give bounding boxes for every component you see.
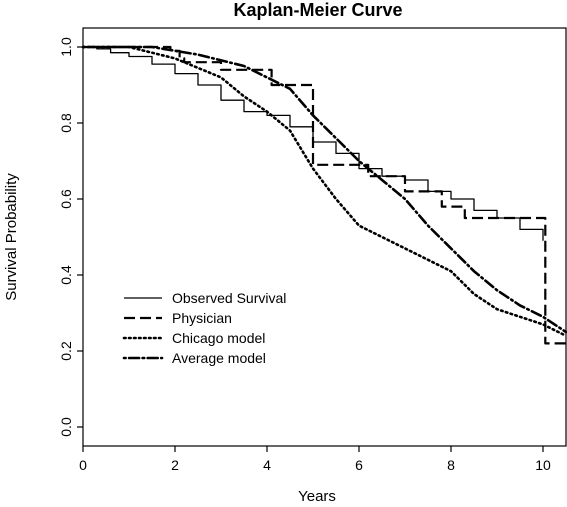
series-line-dashdot: [81, 45, 567, 334]
x-tick-label: 6: [355, 457, 363, 473]
legend-label: Chicago model: [172, 330, 265, 346]
chart-title: Kaplan-Meier Curve: [233, 0, 402, 20]
y-tick-label: 0.4: [58, 265, 74, 285]
x-axis: 0 2 4 6 8 10: [79, 446, 551, 473]
legend-label: Physician: [172, 310, 232, 326]
legend-label: Observed Survival: [172, 290, 286, 306]
y-tick-label: 0.8: [58, 113, 74, 133]
y-axis-label: Survival Probability: [3, 173, 20, 301]
x-axis-label: Years: [298, 488, 336, 505]
x-tick-label: 10: [535, 457, 551, 473]
y-tick-label: 0.0: [58, 417, 74, 437]
y-axis: 0.0 0.2 0.4 0.6 0.8 1.0: [58, 37, 83, 437]
series-layer: [81, 45, 567, 345]
y-tick-label: 1.0: [58, 37, 74, 57]
x-tick-label: 0: [79, 457, 87, 473]
series-line-dotted: [81, 45, 567, 338]
series-line-dashed: [83, 45, 566, 345]
y-tick-label: 0.2: [58, 341, 74, 361]
plot-frame: [82, 27, 567, 447]
x-tick-label: 2: [171, 457, 179, 473]
x-tick-label: 4: [263, 457, 271, 473]
x-tick-label: 8: [447, 457, 455, 473]
legend-label: Average model: [172, 350, 266, 366]
legend: Observed Survival Physician Chicago model A…: [122, 290, 286, 366]
y-tick-label: 0.6: [58, 189, 74, 209]
